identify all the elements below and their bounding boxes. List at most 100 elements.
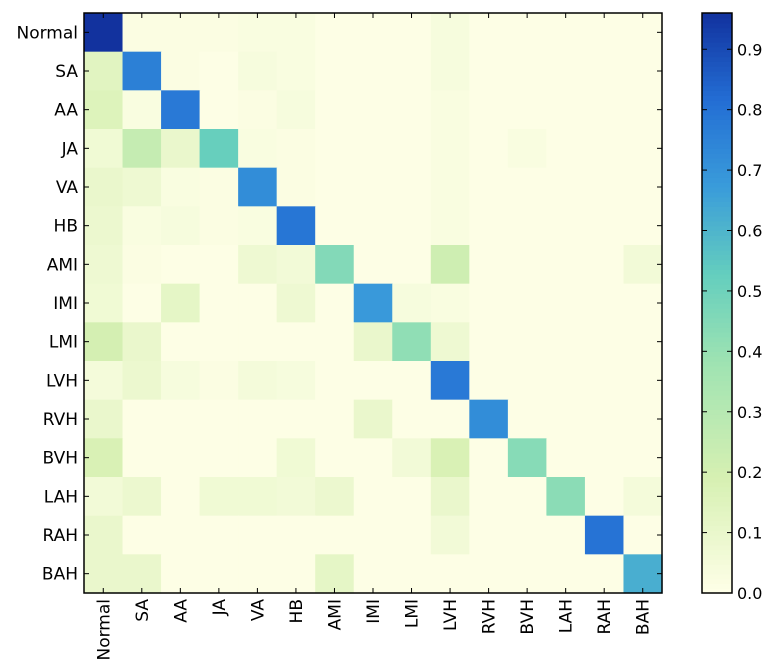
heatmap-cell-hb-va [238, 206, 278, 246]
heatmap-cell-normal-ami [315, 13, 355, 53]
colorbar-strip [702, 409, 732, 415]
heatmap-cell-rvh-aa [161, 399, 201, 439]
colorbar-tick-label: 0.4 [737, 342, 762, 361]
heatmap-cell-ja-imi [353, 129, 393, 169]
heatmap-cell-lah-ja [199, 477, 239, 517]
colorbar-strip [702, 414, 732, 420]
colorbar-strip [702, 544, 732, 551]
heatmap-cell-lmi-hb [276, 322, 316, 362]
heatmap-cell-bah-bvh [507, 554, 547, 594]
heatmap-cell-sa-rah [584, 51, 625, 91]
heatmap-cell-lvh-va [238, 361, 278, 401]
heatmap-cell-bah-normal [84, 554, 124, 594]
heatmap-cell-hb-lvh [430, 206, 470, 246]
heatmap-cell-va-ja [199, 167, 239, 207]
colorbar-strip [702, 148, 732, 154]
heatmap-cell-bah-lah [546, 554, 586, 594]
heatmap-cell-imi-lah [546, 283, 586, 323]
heatmap-cell-ami-sa [122, 245, 162, 285]
heatmap-cell-bah-hb [276, 554, 316, 594]
heatmap-cell-lmi-bah [623, 322, 663, 362]
heatmap-cell-aa-lmi [392, 90, 432, 130]
heatmap-cell-imi-bvh [507, 283, 547, 323]
heatmap-cell-lah-ami [315, 477, 355, 517]
colorbar-strip [702, 90, 732, 96]
heatmap-cell-lmi-imi [353, 322, 393, 362]
colorbar-strip [702, 390, 732, 396]
heatmap-cell-bvh-lmi [392, 438, 432, 478]
heatmap-cell-bvh-lvh [430, 438, 470, 478]
heatmap-cell-bah-ami [315, 554, 355, 594]
heatmap-cell-va-va [238, 167, 278, 207]
colorbar-strip [702, 71, 732, 77]
colorbar-strip [702, 133, 732, 140]
heatmap-cell-rvh-ja [199, 399, 239, 439]
heatmap-cell-rah-normal [84, 515, 124, 555]
colorbar-strip [702, 336, 732, 343]
heatmap-cell-hb-bvh [507, 206, 547, 246]
heatmap-cell-ja-ja [199, 129, 239, 169]
heatmap-cell-va-bah [623, 167, 663, 207]
heatmap-cell-bvh-imi [353, 438, 393, 478]
heatmap-cell-bah-rvh [469, 554, 509, 594]
colorbar-strip [702, 32, 732, 38]
heatmap-cell-lah-rvh [469, 477, 509, 517]
heatmap-cell-aa-normal [84, 90, 124, 130]
heatmap-cell-bvh-aa [161, 438, 201, 478]
colorbar-tick-label: 0.8 [737, 101, 762, 120]
colorbar-strip [702, 303, 732, 309]
colorbar-tick-label: 0.9 [737, 40, 762, 59]
heatmap-cell-hb-aa [161, 206, 201, 246]
heatmap-cell-aa-bah [623, 90, 663, 130]
heatmap-cell-aa-va [238, 90, 278, 130]
colorbar-strip [702, 75, 732, 82]
x-tick-label: VA [248, 599, 268, 622]
colorbar-strip [702, 559, 732, 565]
colorbar-strip [702, 554, 732, 560]
heatmap-cell-va-sa [122, 167, 162, 207]
colorbar-strip [702, 539, 732, 546]
heatmap-cell-sa-lah [546, 51, 586, 91]
heatmap-cell-lvh-sa [122, 361, 162, 401]
colorbar-strip [702, 525, 732, 531]
heatmap-cell-normal-bah [623, 13, 663, 53]
y-tick-label: AMI [47, 255, 78, 275]
heatmap-cell-ja-hb [276, 129, 316, 169]
heatmap-cell-sa-bah [623, 51, 663, 91]
heatmap-cell-aa-lvh [430, 90, 470, 130]
heatmap-cell-ja-va [238, 129, 278, 169]
colorbar-strip [702, 182, 732, 188]
colorbar-strip [702, 549, 732, 555]
colorbar-strip [702, 100, 732, 106]
y-tick-label: IMI [53, 294, 78, 314]
y-tick-label: VA [56, 178, 79, 198]
heatmap-cell-normal-bvh [507, 13, 547, 53]
heatmap-cell-bvh-lah [546, 438, 586, 478]
colorbar-strip [702, 535, 732, 541]
y-tick-label: BAH [42, 565, 78, 585]
heatmap-cell-imi-rvh [469, 283, 509, 323]
heatmap-cell-ja-bah [623, 129, 663, 169]
heatmap-cell-normal-hb [276, 13, 316, 53]
colorbar-strip [702, 530, 732, 536]
colorbar-strip [702, 462, 732, 468]
heatmap-cell-bvh-va [238, 438, 278, 478]
colorbar-tick-label: 0.1 [737, 524, 762, 543]
heatmap-cell-hb-normal [84, 206, 124, 246]
colorbar-strip [702, 520, 732, 526]
heatmap-cell-bah-va [238, 554, 278, 594]
colorbar-strip [702, 196, 732, 203]
heatmap-cell-ja-ami [315, 129, 355, 169]
heatmap-cell-aa-hb [276, 90, 316, 130]
colorbar-strip [702, 85, 732, 91]
x-tick-label: RAH [595, 599, 615, 635]
heatmap-cell-lmi-rah [584, 322, 625, 362]
heatmap-cell-rvh-hb [276, 399, 316, 439]
colorbar-strip [702, 264, 732, 270]
colorbar-strip [702, 361, 732, 367]
colorbar-strip [702, 119, 732, 125]
colorbar-strip [702, 501, 732, 507]
heatmap-cell-ami-bvh [507, 245, 547, 285]
x-tick-label: RVH [480, 599, 500, 634]
heatmap-cell-lmi-ami [315, 322, 355, 362]
